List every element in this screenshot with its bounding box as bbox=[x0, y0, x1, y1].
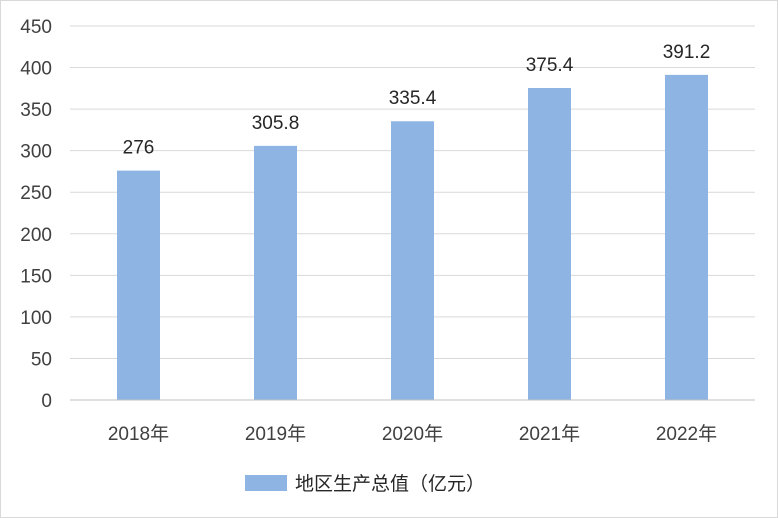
y-tick-label: 200 bbox=[20, 225, 52, 246]
x-axis-ticks: 2018年 2019年 2020年 2021年 2022年 bbox=[108, 423, 717, 445]
data-label: 305.8 bbox=[252, 113, 300, 134]
data-labels: 276 305.8 335.4 375.4 391.2 bbox=[123, 42, 711, 159]
legend-swatch bbox=[245, 475, 287, 491]
y-tick-label: 400 bbox=[20, 59, 52, 80]
y-tick-label: 0 bbox=[41, 391, 52, 412]
bar bbox=[117, 170, 160, 400]
bar bbox=[254, 145, 297, 400]
legend-label: 地区生产总值（亿元） bbox=[295, 473, 485, 495]
x-tick-label: 2021年 bbox=[519, 423, 580, 445]
y-tick-label: 450 bbox=[20, 17, 52, 38]
legend: 地区生产总值（亿元） bbox=[245, 473, 485, 495]
bar bbox=[391, 121, 434, 400]
data-label: 276 bbox=[123, 138, 155, 159]
x-tick-label: 2022年 bbox=[656, 423, 717, 445]
y-tick-label: 50 bbox=[31, 349, 52, 370]
y-tick-label: 100 bbox=[20, 308, 52, 329]
bar bbox=[665, 74, 708, 401]
data-label: 335.4 bbox=[389, 88, 437, 109]
y-tick-label: 250 bbox=[20, 183, 52, 204]
data-label: 391.2 bbox=[663, 42, 711, 63]
x-tick-label: 2020年 bbox=[382, 423, 443, 445]
y-tick-label: 150 bbox=[20, 266, 52, 287]
x-tick-label: 2019年 bbox=[245, 423, 306, 445]
x-tick-label: 2018年 bbox=[108, 423, 169, 445]
bar bbox=[528, 88, 571, 400]
bars bbox=[117, 74, 708, 401]
y-tick-label: 300 bbox=[20, 142, 52, 163]
y-axis-ticks: 0 50 100 150 200 250 300 350 400 450 bbox=[20, 17, 52, 412]
y-tick-label: 350 bbox=[20, 100, 52, 121]
data-label: 375.4 bbox=[526, 55, 574, 76]
